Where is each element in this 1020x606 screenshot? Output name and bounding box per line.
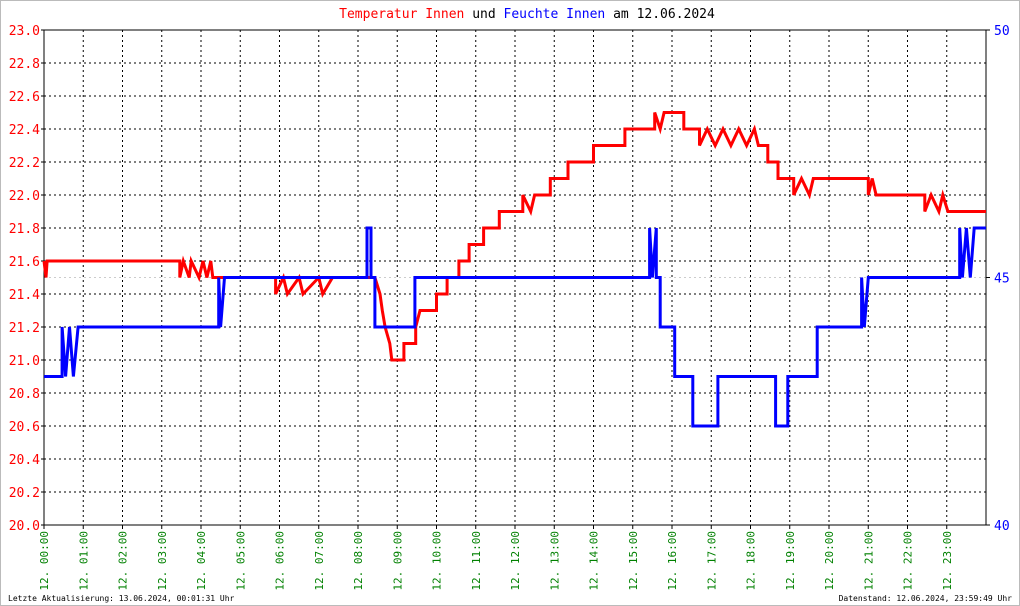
x-tick-label: 12. 23:00	[941, 531, 954, 591]
x-tick-label: 12. 14:00	[588, 531, 601, 591]
footer-right: Datenstand: 12.06.2024, 23:59:49 Uhr	[839, 594, 1013, 603]
series-line	[42, 111, 986, 362]
y-tick-label: 20.4	[9, 453, 40, 468]
x-tick-label: 12. 06:00	[274, 531, 287, 591]
x-tick-label: 12. 19:00	[784, 531, 797, 591]
x-tick-label: 12. 02:00	[117, 531, 130, 591]
y-tick-label: 22.8	[9, 57, 40, 72]
x-tick-label: 12. 18:00	[745, 531, 758, 591]
title-suffix: am 12.06.2024	[613, 7, 715, 22]
x-tick-label: 12. 05:00	[234, 531, 247, 591]
x-tick-label: 12. 15:00	[627, 531, 640, 591]
x-tick-label: 12. 03:00	[156, 531, 169, 591]
x-tick-label: 12. 09:00	[391, 531, 404, 591]
title-series-1: Temperatur Innen	[339, 7, 464, 22]
y-tick-label: 20.8	[9, 387, 40, 402]
y-tick-label: 22.6	[9, 90, 40, 105]
y-tick-label: 22.2	[9, 156, 40, 171]
y-tick-label: 22.4	[9, 123, 40, 138]
x-tick-label: 12. 11:00	[470, 531, 483, 591]
title-series-2: Feuchte Innen	[504, 7, 606, 22]
x-tick-label: 12. 10:00	[431, 531, 444, 591]
x-tick-label: 12. 22:00	[902, 531, 915, 591]
y-tick-label: 23.0	[9, 24, 40, 39]
y2-tick-label: 50	[994, 24, 1010, 39]
y2-tick-label: 40	[994, 519, 1010, 534]
y-tick-label: 22.0	[9, 189, 40, 204]
x-tick-label: 12. 13:00	[548, 531, 561, 591]
x-tick-label: 12. 20:00	[823, 531, 836, 591]
y-tick-label: 21.2	[9, 321, 40, 336]
x-tick-label: 12. 21:00	[862, 531, 875, 591]
x-tick-label: 12. 01:00	[77, 531, 90, 591]
y-tick-label: 21.0	[9, 354, 40, 369]
x-tick-label: 12. 17:00	[705, 531, 718, 591]
y-tick-label: 21.8	[9, 222, 40, 237]
y-tick-label: 21.4	[9, 288, 40, 303]
footer-left: Letzte Aktualisierung: 13.06.2024, 00:01…	[8, 594, 235, 603]
y2-tick-label: 45	[994, 272, 1010, 287]
x-tick-label: 12. 08:00	[352, 531, 365, 591]
x-tick-label: 12. 07:00	[313, 531, 326, 591]
title-connector: und	[472, 7, 495, 22]
plot-border	[43, 29, 987, 526]
x-tick-label: 12. 00:00	[38, 531, 51, 591]
x-tick-label: 12. 04:00	[195, 531, 208, 591]
x-tick-label: 12. 16:00	[666, 531, 679, 591]
series-line	[44, 226, 986, 428]
x-tick-label: 12. 12:00	[509, 531, 522, 591]
y-tick-label: 20.0	[9, 519, 40, 534]
chart-title: Temperatur Innen und Feuchte Innen am 12…	[339, 7, 715, 22]
y-tick-label: 21.6	[9, 255, 40, 270]
y-tick-label: 20.2	[9, 486, 40, 501]
y-tick-label: 20.6	[9, 420, 40, 435]
